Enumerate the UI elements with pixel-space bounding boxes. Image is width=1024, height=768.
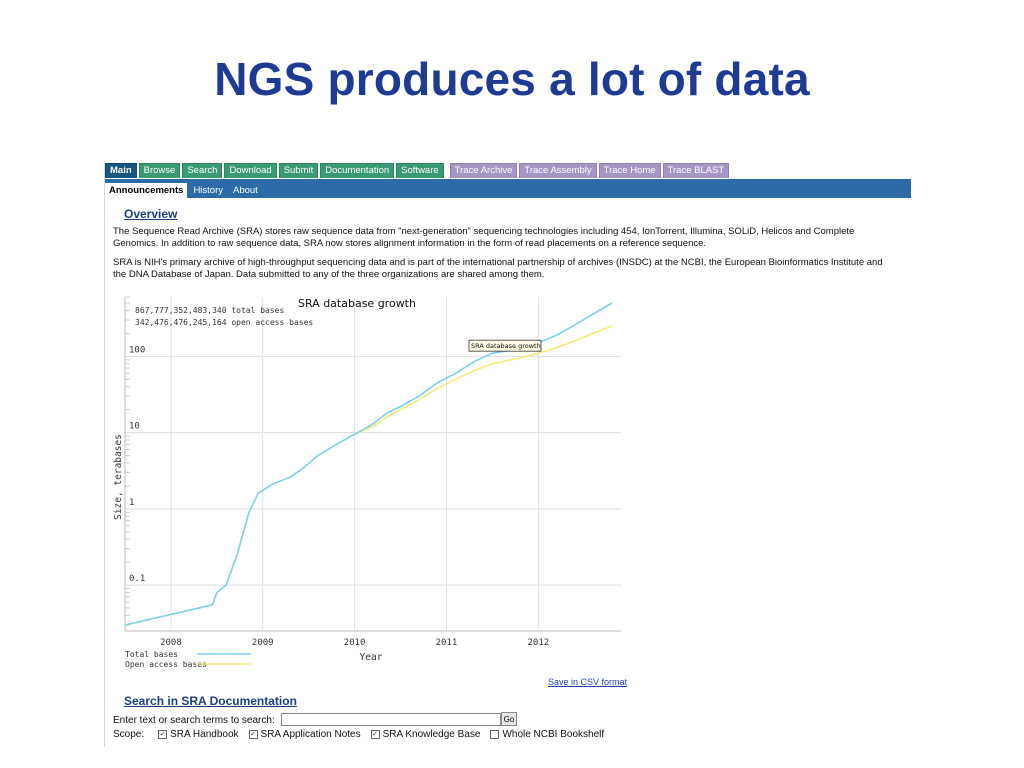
scope-sra-handbook[interactable]: ✓ SRA Handbook xyxy=(158,729,239,740)
tab-trace-assembly[interactable]: Trace Assembly xyxy=(519,163,597,178)
y-tick-label: 100 xyxy=(129,345,145,355)
search-label: Enter text or search terms to search: xyxy=(113,715,275,726)
scope-sra-knowledge-base[interactable]: ✓ SRA Knowledge Base xyxy=(370,729,481,740)
scope-item-label: SRA Application Notes xyxy=(260,729,361,740)
top-nav-tabs: Main Browse Search Download Submit Docum… xyxy=(105,163,731,179)
checkbox-checked-icon[interactable]: ✓ xyxy=(370,730,380,739)
stat-total-bases: 867,777,352,483,340 total bases xyxy=(135,306,284,315)
tab-trace-archive[interactable]: Trace Archive xyxy=(449,163,518,178)
stat-open-access-bases: 342,476,476,245,164 open access bases xyxy=(135,318,313,327)
overview-paragraph-1: The Sequence Read Archive (SRA) stores r… xyxy=(113,226,855,249)
overview-paragraph-2: SRA is NIH's primary archive of high-thr… xyxy=(113,257,883,280)
chart-svg: 2008 2009 2010 2011 2012 0.1 1 10 100 SRA databas… xyxy=(113,296,621,669)
chart-tooltip-box xyxy=(468,339,542,352)
scope-sra-application-notes[interactable]: ✓ SRA Application Notes xyxy=(248,729,361,740)
tab-submit[interactable]: Submit xyxy=(278,163,319,178)
tab-trace-home[interactable]: Trace Home xyxy=(598,163,661,178)
sub-nav-bar: Announcements History About xyxy=(105,179,911,198)
chart-tooltip-text: SRA database growth xyxy=(471,342,541,350)
y-tick-label: 1 xyxy=(129,498,134,508)
y-axis-label: Size, terabases xyxy=(113,434,124,520)
search-input[interactable] xyxy=(281,713,501,726)
y-tick-label: 10 xyxy=(129,422,140,432)
scope-label: Scope: xyxy=(113,729,145,740)
sra-page-screenshot: Main Browse Search Download Submit Docum… xyxy=(104,161,911,747)
tab-software[interactable]: Software xyxy=(396,163,444,178)
tab-documentation[interactable]: Documentation xyxy=(320,163,395,178)
x-tick-label: 2009 xyxy=(252,638,274,648)
x-tick-label: 2010 xyxy=(344,638,366,648)
subtab-history[interactable]: History xyxy=(193,185,223,196)
tab-main[interactable]: Main xyxy=(105,163,137,178)
x-tick-label: 2012 xyxy=(527,638,549,648)
scope-item-label: SRA Knowledge Base xyxy=(382,729,481,740)
x-tick-label: 2008 xyxy=(160,638,182,648)
checkbox-checked-icon[interactable]: ✓ xyxy=(158,730,168,739)
tab-download[interactable]: Download xyxy=(224,163,277,178)
chart-title: SRA database growth xyxy=(298,297,416,310)
scope-row: Scope: ✓ SRA Handbook ✓ SRA Application … xyxy=(113,729,604,740)
y-tick-label: 0.1 xyxy=(129,574,145,584)
legend-label: Total bases xyxy=(125,650,178,659)
save-csv-link[interactable]: Save in CSV format xyxy=(548,677,628,687)
slide-title: NGS produces a lot of data xyxy=(214,53,810,105)
subtab-announcements[interactable]: Announcements xyxy=(105,183,188,198)
sra-growth-chart: 2008 2009 2010 2011 2012 0.1 1 10 100 SRA databas… xyxy=(105,289,645,689)
tab-trace-blast[interactable]: Trace BLAST xyxy=(662,163,730,178)
scope-item-label: SRA Handbook xyxy=(170,729,239,740)
scope-item-label: Whole NCBI Bookshelf xyxy=(502,729,605,740)
go-button[interactable]: Go xyxy=(501,712,517,726)
overview-heading: Overview xyxy=(124,207,178,221)
tab-browse[interactable]: Browse xyxy=(138,163,181,178)
x-tick-label: 2011 xyxy=(436,638,458,648)
scope-whole-ncbi-bookshelf[interactable]: Whole NCBI Bookshelf xyxy=(490,729,604,740)
legend-label: Open access bases xyxy=(125,660,207,669)
x-axis-label: Year xyxy=(360,652,383,663)
search-heading: Search in SRA Documentation xyxy=(124,694,297,708)
tab-search[interactable]: Search xyxy=(182,163,223,178)
subtab-about[interactable]: About xyxy=(233,185,258,196)
checkbox-checked-icon[interactable]: ✓ xyxy=(248,730,258,739)
checkbox-unchecked-icon[interactable] xyxy=(490,730,500,739)
